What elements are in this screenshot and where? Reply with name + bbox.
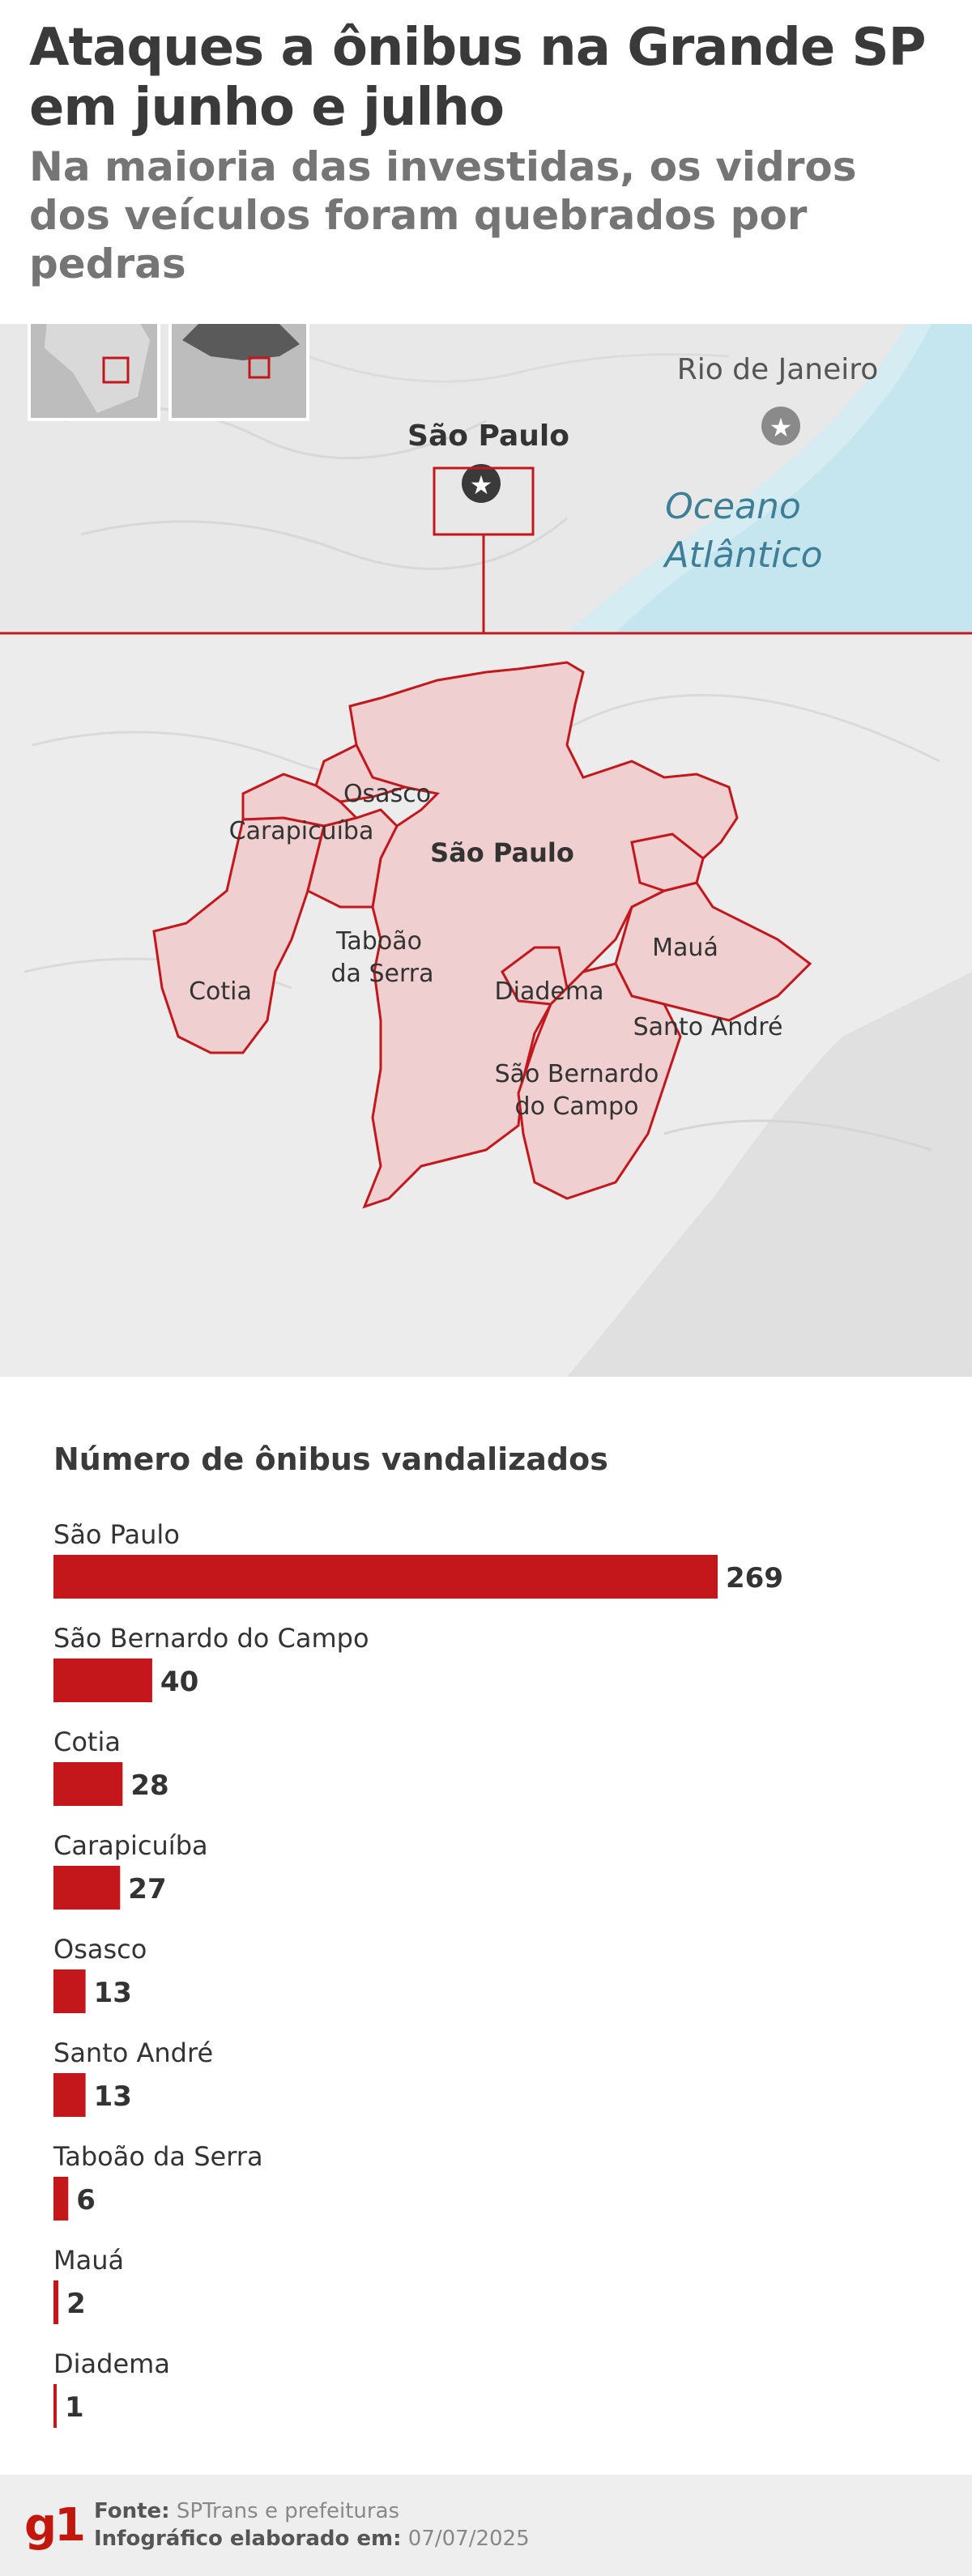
made-line: Infográfico elaborado em: 07/07/2025 [94, 2527, 530, 2551]
label-taboao-1: Taboão [335, 927, 422, 956]
locator-sp-state [168, 324, 309, 421]
bar-taboao-da-serra [53, 2177, 69, 2220]
bar-label-cotia: Cotia [53, 1727, 121, 1757]
bar-chart: Número de ônibus vandalizados São Paulo 2… [0, 1409, 972, 2462]
label-taboao-2: da Serra [331, 960, 434, 988]
map: São Paulo ★ Rio de Janeiro ★ Oceano Atlâ… [0, 324, 972, 1377]
bar-label-sao-paulo: São Paulo [53, 1519, 180, 1550]
source-line: Fonte: SPTrans e prefeituras [94, 2499, 399, 2523]
bar-value-osasco: 13 [94, 1977, 132, 2009]
bar-label-carapicuiba: Carapicuíba [53, 1830, 208, 1861]
bar-label-taboao-da-serra: Taboão da Serra [53, 2141, 263, 2172]
label-maua: Mauá [652, 934, 718, 962]
bar-osasco [53, 1969, 86, 2013]
bar-label-diadema: Diadema [53, 2348, 170, 2379]
label-diadema: Diadema [495, 977, 604, 1006]
locator-brazil [28, 324, 160, 421]
bar-label-osasco: Osasco [53, 1934, 147, 1965]
bar-sao-bernardo-do-campo [53, 1658, 152, 1702]
made-value: 07/07/2025 [407, 2527, 530, 2551]
source-value: SPTrans e prefeituras [176, 2499, 400, 2523]
bar-diadema [53, 2384, 57, 2428]
bar-sao-paulo [53, 1555, 718, 1599]
rio-star-icon [761, 407, 800, 445]
svg-text:★: ★ [770, 412, 793, 443]
label-osasco: Osasco [343, 780, 431, 808]
made-label: Infográfico elaborado em: [94, 2527, 402, 2551]
sp-label: São Paulo [407, 419, 569, 453]
ocean-label-1: Oceano [665, 486, 801, 527]
bar-value-sao-bernardo-do-campo: 40 [160, 1666, 198, 1698]
footer: g1 Fonte: SPTrans e prefeituras Infográf… [0, 2475, 972, 2576]
label-cotia: Cotia [189, 977, 252, 1006]
header: Ataques a ônibus na Grande SP em junho e… [29, 18, 944, 288]
source-label: Fonte: [94, 2499, 170, 2523]
bar-carapicuiba [53, 1866, 121, 1910]
bar-santo-andre [53, 2073, 86, 2117]
bar-value-taboao-da-serra: 6 [76, 2184, 96, 2216]
g1-logo: g1 [24, 2499, 86, 2552]
label-sbc-2: do Campo [515, 1092, 639, 1121]
label-sbc-1: São Bernardo [495, 1060, 659, 1088]
bar-label-maua: Mauá [53, 2245, 124, 2276]
page-subtitle: Na maioria das investidas, os vidros dos… [29, 143, 857, 287]
bar-label-santo-andre: Santo André [53, 2037, 213, 2068]
sp-star-icon [462, 464, 501, 503]
bars-svg: São Paulo 269 São Bernardo do Campo 40 Cotia… [53, 1519, 783, 2428]
label-santo-andre: Santo André [633, 1013, 783, 1041]
bar-value-cotia: 28 [130, 1769, 168, 1802]
chart-title: Número de ônibus vandalizados [53, 1441, 608, 1477]
svg-text:★: ★ [470, 470, 493, 500]
bar-value-santo-andre: 13 [94, 2080, 132, 2113]
bar-label-sao-bernardo-do-campo: São Bernardo do Campo [53, 1623, 369, 1654]
page-title: Ataques a ônibus na Grande SP em junho e… [29, 18, 927, 138]
bar-cotia [53, 1762, 123, 1806]
label-sao-paulo: São Paulo [430, 837, 574, 868]
bar-value-sao-paulo: 269 [726, 1562, 783, 1595]
rio-label: Rio de Janeiro [677, 353, 879, 386]
bar-value-maua: 2 [66, 2288, 86, 2320]
bar-value-carapicuiba: 27 [128, 1873, 166, 1905]
ocean-label-2: Atlântico [662, 534, 822, 576]
bar-value-diadema: 1 [65, 2391, 84, 2424]
municipalities [152, 661, 812, 1209]
label-carapicuiba: Carapicuíba [229, 817, 374, 845]
bar-maua [53, 2280, 59, 2324]
map-svg: São Paulo ★ Rio de Janeiro ★ Oceano Atlâ… [0, 324, 972, 1377]
